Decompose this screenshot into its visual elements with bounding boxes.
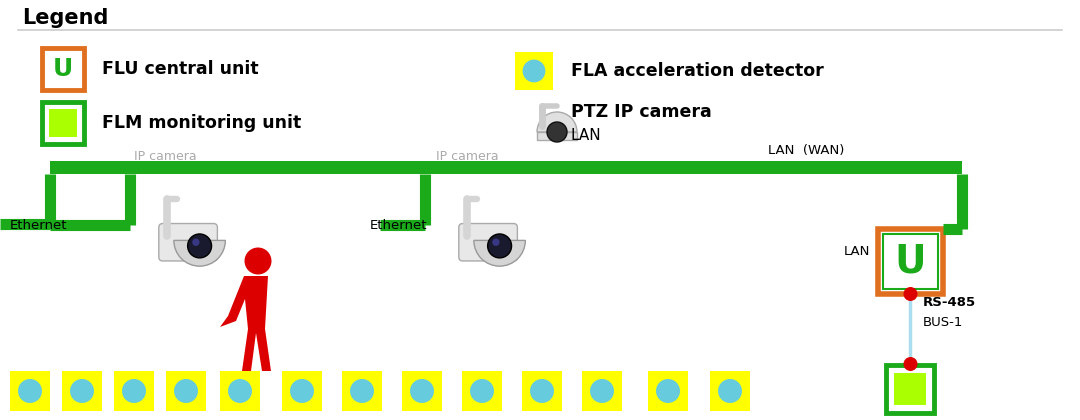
Text: FLM monitoring unit: FLM monitoring unit: [102, 114, 301, 132]
Circle shape: [470, 379, 494, 403]
Circle shape: [350, 379, 374, 403]
Circle shape: [291, 379, 314, 403]
FancyBboxPatch shape: [282, 371, 322, 411]
FancyBboxPatch shape: [883, 234, 939, 289]
Wedge shape: [174, 240, 226, 266]
Text: LAN: LAN: [843, 245, 870, 258]
FancyBboxPatch shape: [42, 102, 84, 144]
Text: Legend: Legend: [22, 8, 108, 28]
Circle shape: [904, 357, 918, 371]
Circle shape: [174, 379, 198, 403]
Bar: [50, 160, 962, 173]
Text: BUS-1: BUS-1: [922, 316, 963, 329]
Circle shape: [523, 60, 545, 82]
Circle shape: [70, 379, 94, 403]
Circle shape: [718, 379, 742, 403]
Circle shape: [192, 239, 200, 246]
FancyBboxPatch shape: [42, 48, 84, 90]
Text: U: U: [53, 57, 73, 81]
FancyBboxPatch shape: [710, 371, 750, 411]
Text: Ethernet: Ethernet: [10, 218, 67, 231]
Circle shape: [656, 379, 680, 403]
Text: FLU central unit: FLU central unit: [102, 60, 258, 78]
FancyBboxPatch shape: [582, 371, 622, 411]
FancyBboxPatch shape: [342, 371, 382, 411]
Circle shape: [228, 379, 252, 403]
FancyBboxPatch shape: [166, 371, 206, 411]
Text: RS-485: RS-485: [922, 296, 975, 309]
FancyBboxPatch shape: [459, 223, 517, 261]
Circle shape: [410, 379, 434, 403]
FancyBboxPatch shape: [220, 371, 260, 411]
FancyBboxPatch shape: [648, 371, 688, 411]
Text: IP camera: IP camera: [435, 150, 498, 163]
Circle shape: [244, 247, 271, 275]
Circle shape: [546, 122, 567, 142]
Circle shape: [488, 234, 512, 258]
FancyBboxPatch shape: [515, 52, 553, 90]
FancyBboxPatch shape: [402, 371, 442, 411]
Circle shape: [530, 379, 554, 403]
Text: PTZ IP camera: PTZ IP camera: [571, 103, 712, 121]
Text: FLA acceleration detector: FLA acceleration detector: [571, 62, 824, 80]
FancyBboxPatch shape: [462, 371, 502, 411]
Text: Ethernet: Ethernet: [370, 218, 428, 231]
FancyBboxPatch shape: [49, 109, 77, 137]
Text: LAN: LAN: [571, 129, 602, 144]
Circle shape: [904, 287, 918, 301]
FancyBboxPatch shape: [894, 373, 927, 405]
FancyBboxPatch shape: [522, 371, 562, 411]
FancyBboxPatch shape: [62, 371, 102, 411]
FancyBboxPatch shape: [887, 365, 934, 413]
FancyBboxPatch shape: [114, 371, 154, 411]
Circle shape: [492, 239, 500, 246]
Bar: [537, 132, 577, 140]
Circle shape: [590, 379, 615, 403]
Text: IP camera: IP camera: [134, 150, 197, 163]
Circle shape: [18, 379, 42, 403]
FancyBboxPatch shape: [10, 371, 50, 411]
Wedge shape: [474, 240, 525, 266]
Text: LAN  (WAN): LAN (WAN): [768, 144, 845, 157]
FancyBboxPatch shape: [878, 229, 943, 294]
Circle shape: [122, 379, 146, 403]
Circle shape: [188, 234, 212, 258]
FancyBboxPatch shape: [159, 223, 217, 261]
Wedge shape: [537, 112, 577, 132]
Polygon shape: [220, 276, 271, 371]
Text: U: U: [894, 242, 927, 281]
